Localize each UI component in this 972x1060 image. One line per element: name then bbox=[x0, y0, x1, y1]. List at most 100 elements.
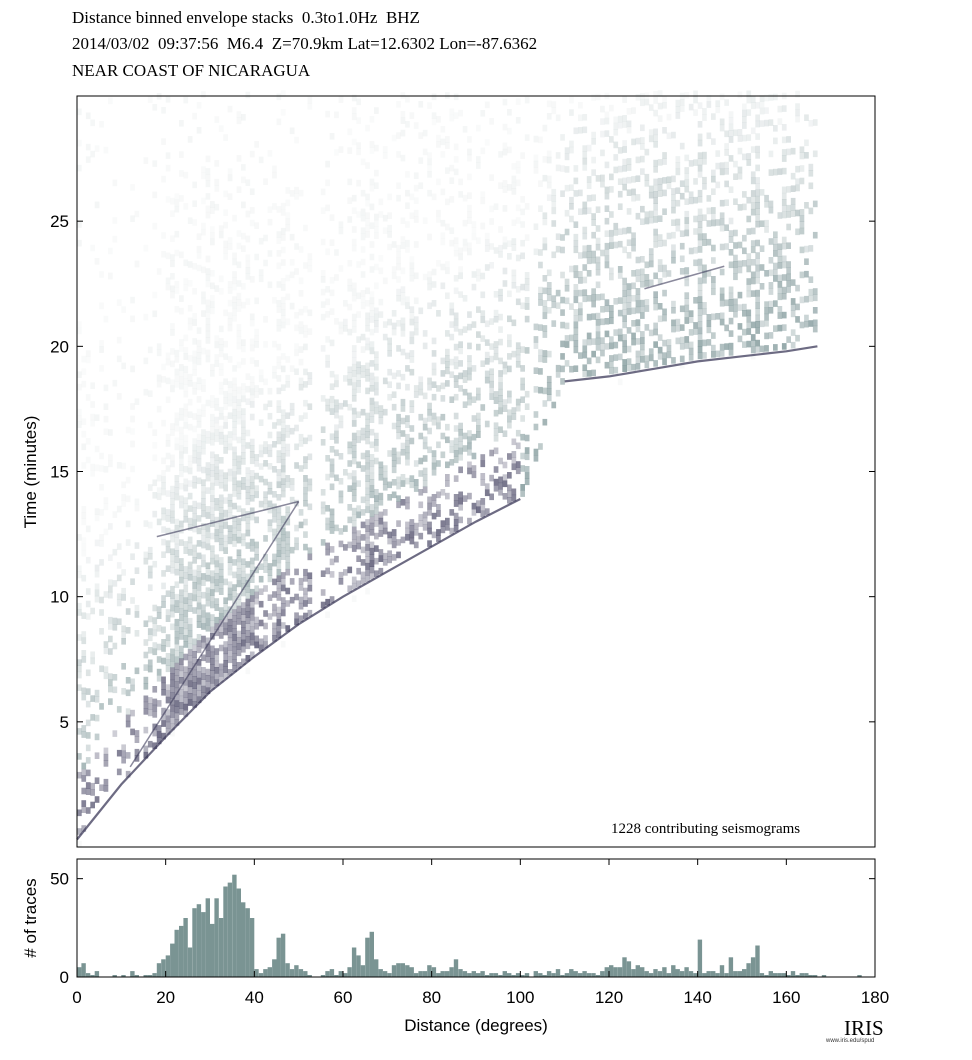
heatmap-cell bbox=[396, 257, 401, 265]
heatmap-cell bbox=[179, 370, 184, 377]
heatmap-cell bbox=[480, 510, 486, 518]
heatmap-cell bbox=[320, 207, 326, 214]
heatmap-cell bbox=[418, 157, 424, 164]
heatmap-cell bbox=[201, 479, 206, 486]
heatmap-cell bbox=[755, 239, 760, 247]
heatmap-cell bbox=[728, 349, 734, 356]
heatmap-cell bbox=[285, 587, 291, 595]
heatmap-cell bbox=[174, 669, 180, 676]
heatmap-cell bbox=[462, 326, 468, 333]
heatmap-cell bbox=[786, 242, 791, 249]
heatmap-cell bbox=[174, 199, 180, 207]
heatmap-cell bbox=[205, 593, 211, 601]
heatmap-cell bbox=[781, 199, 787, 206]
heatmap-cell bbox=[781, 236, 787, 244]
heatmap-cell bbox=[210, 413, 215, 421]
histogram-bar bbox=[422, 971, 428, 977]
heatmap-cell bbox=[773, 275, 778, 282]
heatmap-cell bbox=[201, 610, 206, 618]
heatmap-cell bbox=[431, 512, 437, 520]
heatmap-cell bbox=[427, 302, 432, 310]
heatmap-cell bbox=[396, 194, 401, 202]
heatmap-cell bbox=[445, 380, 450, 387]
heatmap-cell bbox=[653, 216, 658, 223]
heatmap-cell bbox=[520, 302, 525, 310]
heatmap-cell bbox=[409, 306, 415, 313]
heatmap-cell bbox=[245, 598, 251, 606]
heatmap-cell bbox=[773, 231, 778, 238]
heatmap-cell bbox=[480, 498, 486, 505]
heatmap-cell bbox=[196, 245, 202, 253]
heatmap-cell bbox=[179, 432, 184, 440]
heatmap-cell bbox=[711, 188, 716, 195]
heatmap-cell bbox=[391, 447, 397, 455]
heatmap-cell bbox=[480, 147, 486, 155]
heatmap-cell bbox=[280, 303, 286, 310]
heatmap-cell bbox=[187, 624, 193, 631]
heatmap-cell bbox=[476, 331, 481, 338]
heatmap-cell bbox=[728, 286, 734, 294]
heatmap-cell bbox=[236, 261, 242, 269]
heatmap-cell bbox=[205, 524, 211, 532]
heatmap-cell bbox=[631, 295, 636, 302]
heatmap-cell bbox=[232, 284, 237, 291]
heatmap-cell bbox=[711, 276, 716, 283]
heatmap-cell bbox=[285, 475, 291, 482]
histogram-bar bbox=[693, 973, 698, 977]
heatmap-cell bbox=[289, 409, 295, 416]
heatmap-cell bbox=[108, 554, 113, 561]
histogram-bar bbox=[258, 973, 264, 977]
histogram-bar bbox=[812, 975, 818, 977]
heatmap-cell bbox=[196, 565, 202, 572]
heatmap-cell bbox=[427, 427, 432, 435]
heatmap-cell bbox=[325, 598, 330, 606]
heatmap-cell bbox=[396, 101, 401, 108]
heatmap-cell bbox=[476, 418, 481, 426]
heatmap-cell bbox=[706, 270, 712, 277]
heatmap-cell bbox=[378, 511, 384, 519]
heatmap-cell bbox=[582, 295, 588, 303]
heatmap-cell bbox=[179, 570, 184, 578]
heatmap-cell bbox=[595, 337, 601, 345]
heatmap-cell bbox=[640, 168, 645, 175]
heatmap-cell bbox=[249, 207, 255, 214]
histogram-bar bbox=[249, 918, 255, 977]
heatmap-cell bbox=[187, 305, 193, 312]
heatmap-cell bbox=[94, 258, 100, 265]
heatmap-cell bbox=[520, 465, 525, 472]
heatmap-cell bbox=[210, 626, 215, 634]
heatmap-cell bbox=[693, 322, 698, 329]
heatmap-cell bbox=[418, 101, 424, 108]
heatmap-cell bbox=[214, 579, 220, 586]
heatmap-cell bbox=[719, 287, 725, 295]
heatmap-cell bbox=[187, 411, 193, 418]
heatmap-cell bbox=[737, 304, 743, 311]
heatmap-cell bbox=[280, 434, 286, 442]
heatmap-cell bbox=[218, 413, 224, 420]
heatmap-cell bbox=[241, 533, 246, 540]
heatmap-cell bbox=[183, 597, 189, 604]
heatmap-cell bbox=[471, 221, 477, 228]
heatmap-cell bbox=[174, 562, 180, 570]
heatmap-cell bbox=[285, 481, 291, 488]
heatmap-cell bbox=[183, 466, 189, 473]
heatmap-cell bbox=[249, 563, 255, 571]
heatmap-cell bbox=[622, 183, 627, 191]
heatmap-cell bbox=[396, 382, 401, 390]
heatmap-cell bbox=[533, 367, 539, 374]
heatmap-cell bbox=[808, 295, 814, 302]
heatmap-cell bbox=[241, 232, 246, 240]
heatmap-cell bbox=[524, 203, 530, 210]
heatmap-cell bbox=[254, 360, 259, 367]
heatmap-cell bbox=[436, 116, 441, 123]
heatmap-cell bbox=[613, 366, 619, 374]
heatmap-cell bbox=[595, 281, 601, 289]
heatmap-cell bbox=[387, 243, 392, 251]
heatmap-cell bbox=[161, 645, 166, 652]
heatmap-cell bbox=[116, 393, 122, 400]
heatmap-cell bbox=[245, 298, 251, 305]
heatmap-cell bbox=[617, 147, 623, 154]
heatmap-cell bbox=[232, 427, 237, 435]
heatmap-cell bbox=[542, 174, 548, 182]
heatmap-cell bbox=[77, 565, 82, 572]
